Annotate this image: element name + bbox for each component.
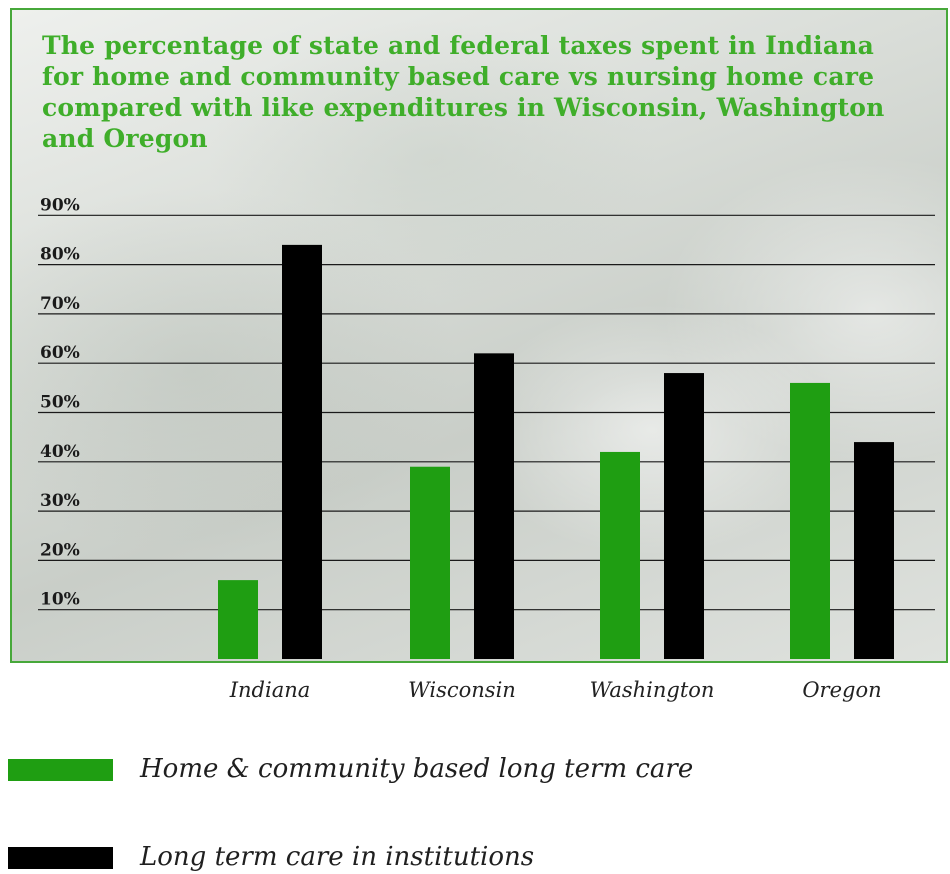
y-tick-label: 50%	[40, 393, 80, 413]
bar-wisconsin-institutions	[474, 353, 514, 659]
bar-indiana-institutions	[282, 244, 322, 659]
y-tick-label: 10%	[40, 590, 80, 610]
x-category-label: Indiana	[229, 678, 311, 702]
x-category-label: Oregon	[802, 678, 881, 702]
y-tick-label: 70%	[40, 294, 80, 314]
legend-label-institutions: Long term care in institutions	[140, 842, 535, 872]
chart-title: The percentage of state and federal taxe…	[42, 31, 885, 153]
legend-swatch-black	[8, 847, 113, 869]
legend-label-home-community: Home & community based long term care	[140, 754, 694, 784]
bar-oregon-institutions	[854, 442, 894, 659]
y-tick-label: 40%	[40, 442, 80, 462]
bar-washington-home-community	[600, 451, 640, 659]
bar-wisconsin-home-community	[410, 466, 450, 659]
x-category-label: Washington	[590, 678, 715, 702]
legend-item-institutions: Long term care in institutions	[8, 840, 908, 872]
x-category-label: Wisconsin	[408, 678, 516, 702]
bar-washington-institutions	[664, 373, 704, 659]
chart-plot: 10% 20% 30% 40% 50% 60% 70% 80% 90% Indiana Wiscon…	[38, 195, 935, 702]
y-tick-label: 20%	[40, 540, 80, 560]
bar-indiana-home-community	[218, 580, 258, 659]
y-tick-label: 60%	[40, 343, 80, 363]
legend-item-home-community: Home & community based long term care	[8, 752, 908, 784]
bar-oregon-home-community	[790, 382, 830, 659]
legend-swatch-green	[8, 759, 113, 781]
y-tick-label: 90%	[40, 195, 80, 215]
y-tick-label: 80%	[40, 245, 80, 265]
y-tick-label: 30%	[40, 491, 80, 511]
